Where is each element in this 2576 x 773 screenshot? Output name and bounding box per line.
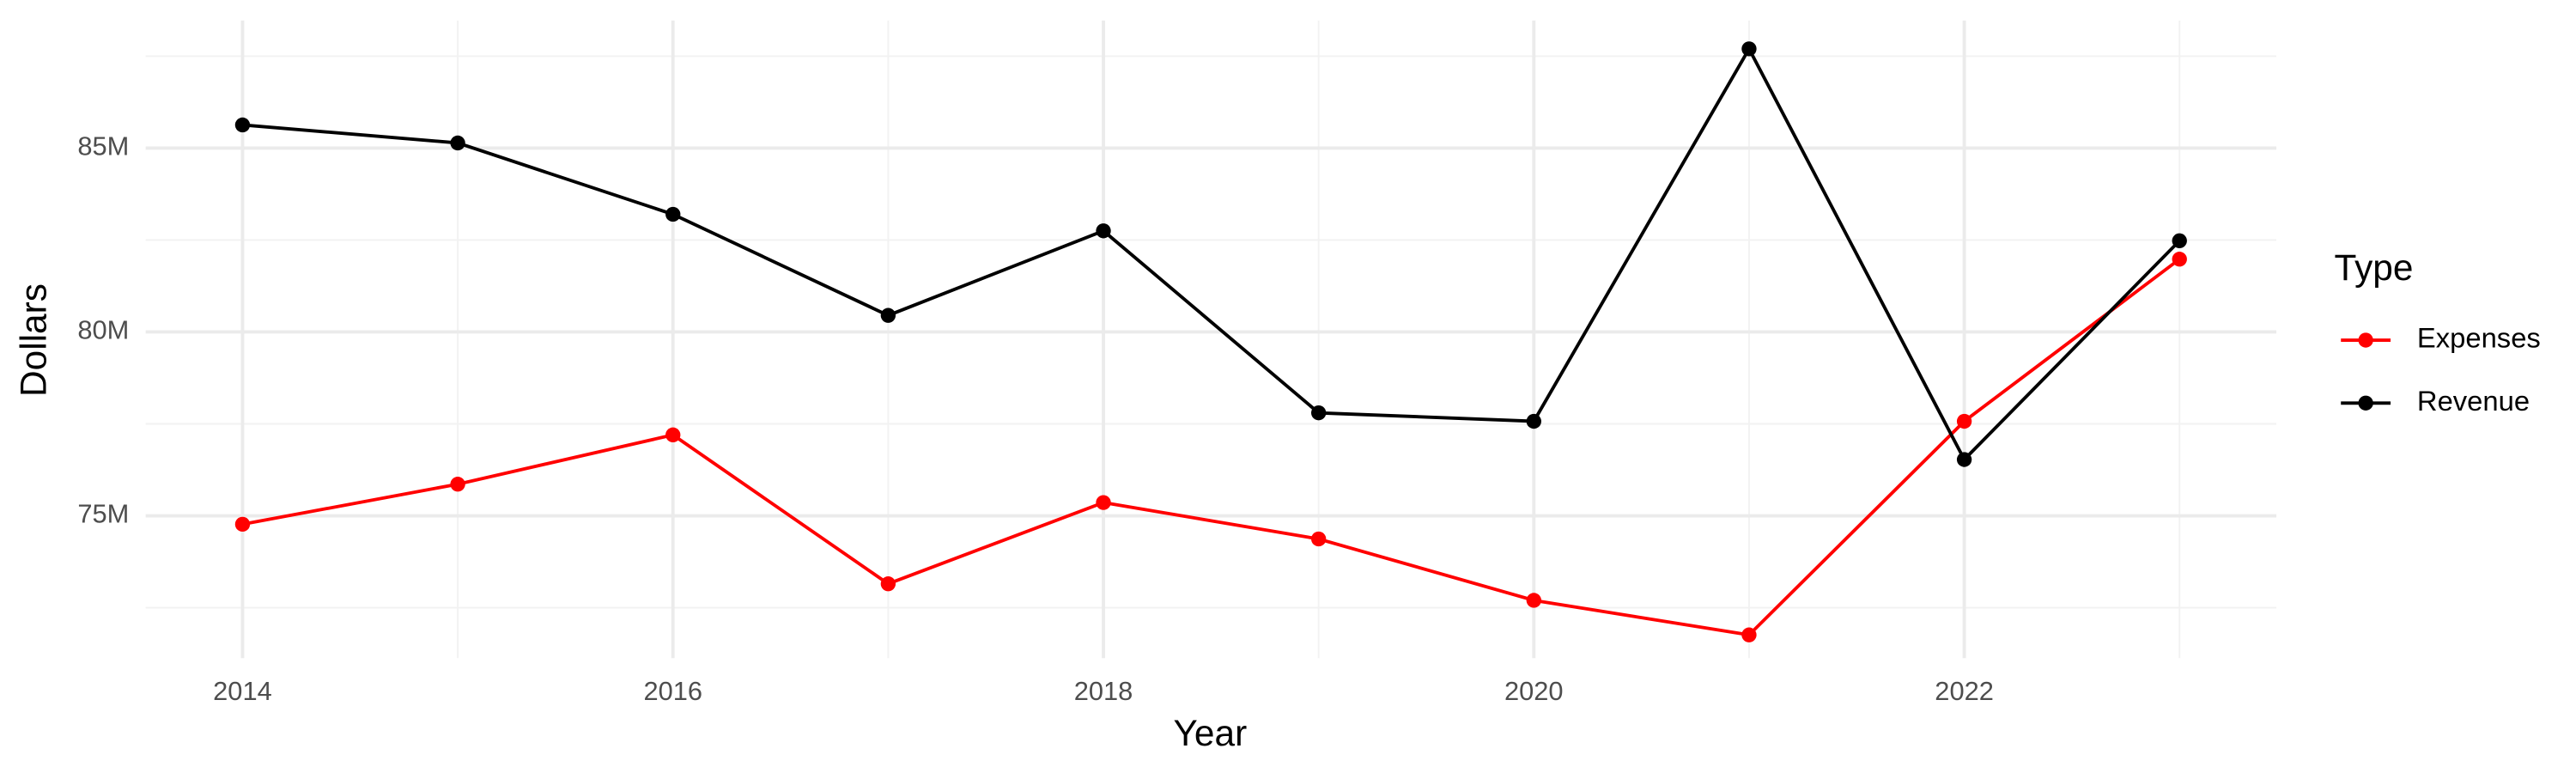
x-tick-label: 2020 (1504, 676, 1564, 706)
data-point (1526, 413, 1541, 429)
legend-key-point (2358, 332, 2373, 348)
data-point (1956, 413, 1972, 429)
legend-title: Type (2335, 247, 2414, 288)
x-tick-label: 2022 (1935, 676, 1994, 706)
data-point (1310, 531, 1327, 547)
data-point (880, 307, 896, 323)
y-axis-title: Dollars (14, 283, 54, 397)
y-tick-label: 80M (77, 315, 129, 345)
data-point (1096, 495, 1111, 510)
data-point (1526, 593, 1541, 608)
x-tick-label: 2016 (643, 676, 702, 706)
data-point (1096, 223, 1111, 239)
data-point (2172, 252, 2187, 267)
data-point (2172, 233, 2187, 249)
grid (145, 20, 2277, 659)
data-point (1741, 627, 1757, 642)
legend-label: Revenue (2417, 385, 2530, 417)
data-point (234, 117, 251, 133)
y-tick-label: 85M (77, 131, 129, 161)
data-point (665, 206, 681, 222)
data-point (880, 576, 896, 592)
data-point (1956, 452, 1972, 467)
x-tick-label: 2014 (213, 676, 272, 706)
y-tick-label: 75M (77, 499, 129, 529)
data-point (450, 477, 465, 492)
data-point (1310, 405, 1327, 421)
legend-label: Expenses (2417, 322, 2541, 354)
x-axis-title: Year (1174, 713, 1248, 753)
data-point (450, 135, 465, 151)
legend-key-point (2358, 395, 2373, 411)
data-point (665, 427, 681, 443)
x-tick-label: 2018 (1074, 676, 1133, 706)
data-point (1741, 41, 1757, 57)
data-point (234, 516, 251, 533)
series-line (242, 45, 2181, 463)
series-line (242, 258, 2181, 637)
